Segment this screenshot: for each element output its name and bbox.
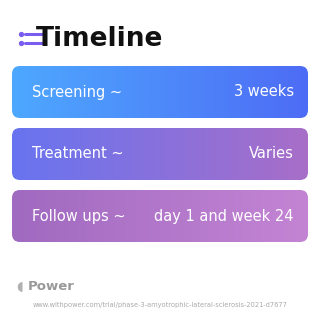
Text: Screening ~: Screening ~ (32, 84, 122, 99)
Text: 3 weeks: 3 weeks (234, 84, 294, 99)
Text: Follow ups ~: Follow ups ~ (32, 209, 126, 223)
Text: Timeline: Timeline (36, 26, 164, 52)
FancyBboxPatch shape (12, 128, 308, 180)
Text: Power: Power (28, 280, 75, 292)
Text: ◖: ◖ (16, 280, 23, 292)
Text: day 1 and week 24: day 1 and week 24 (155, 209, 294, 223)
Text: Treatment ~: Treatment ~ (32, 146, 124, 162)
FancyBboxPatch shape (12, 190, 308, 242)
Text: www.withpower.com/trial/phase-3-amyotrophic-lateral-sclerosis-2021-d7677: www.withpower.com/trial/phase-3-amyotrop… (33, 302, 287, 308)
Text: Varies: Varies (249, 146, 294, 162)
FancyBboxPatch shape (12, 66, 308, 118)
